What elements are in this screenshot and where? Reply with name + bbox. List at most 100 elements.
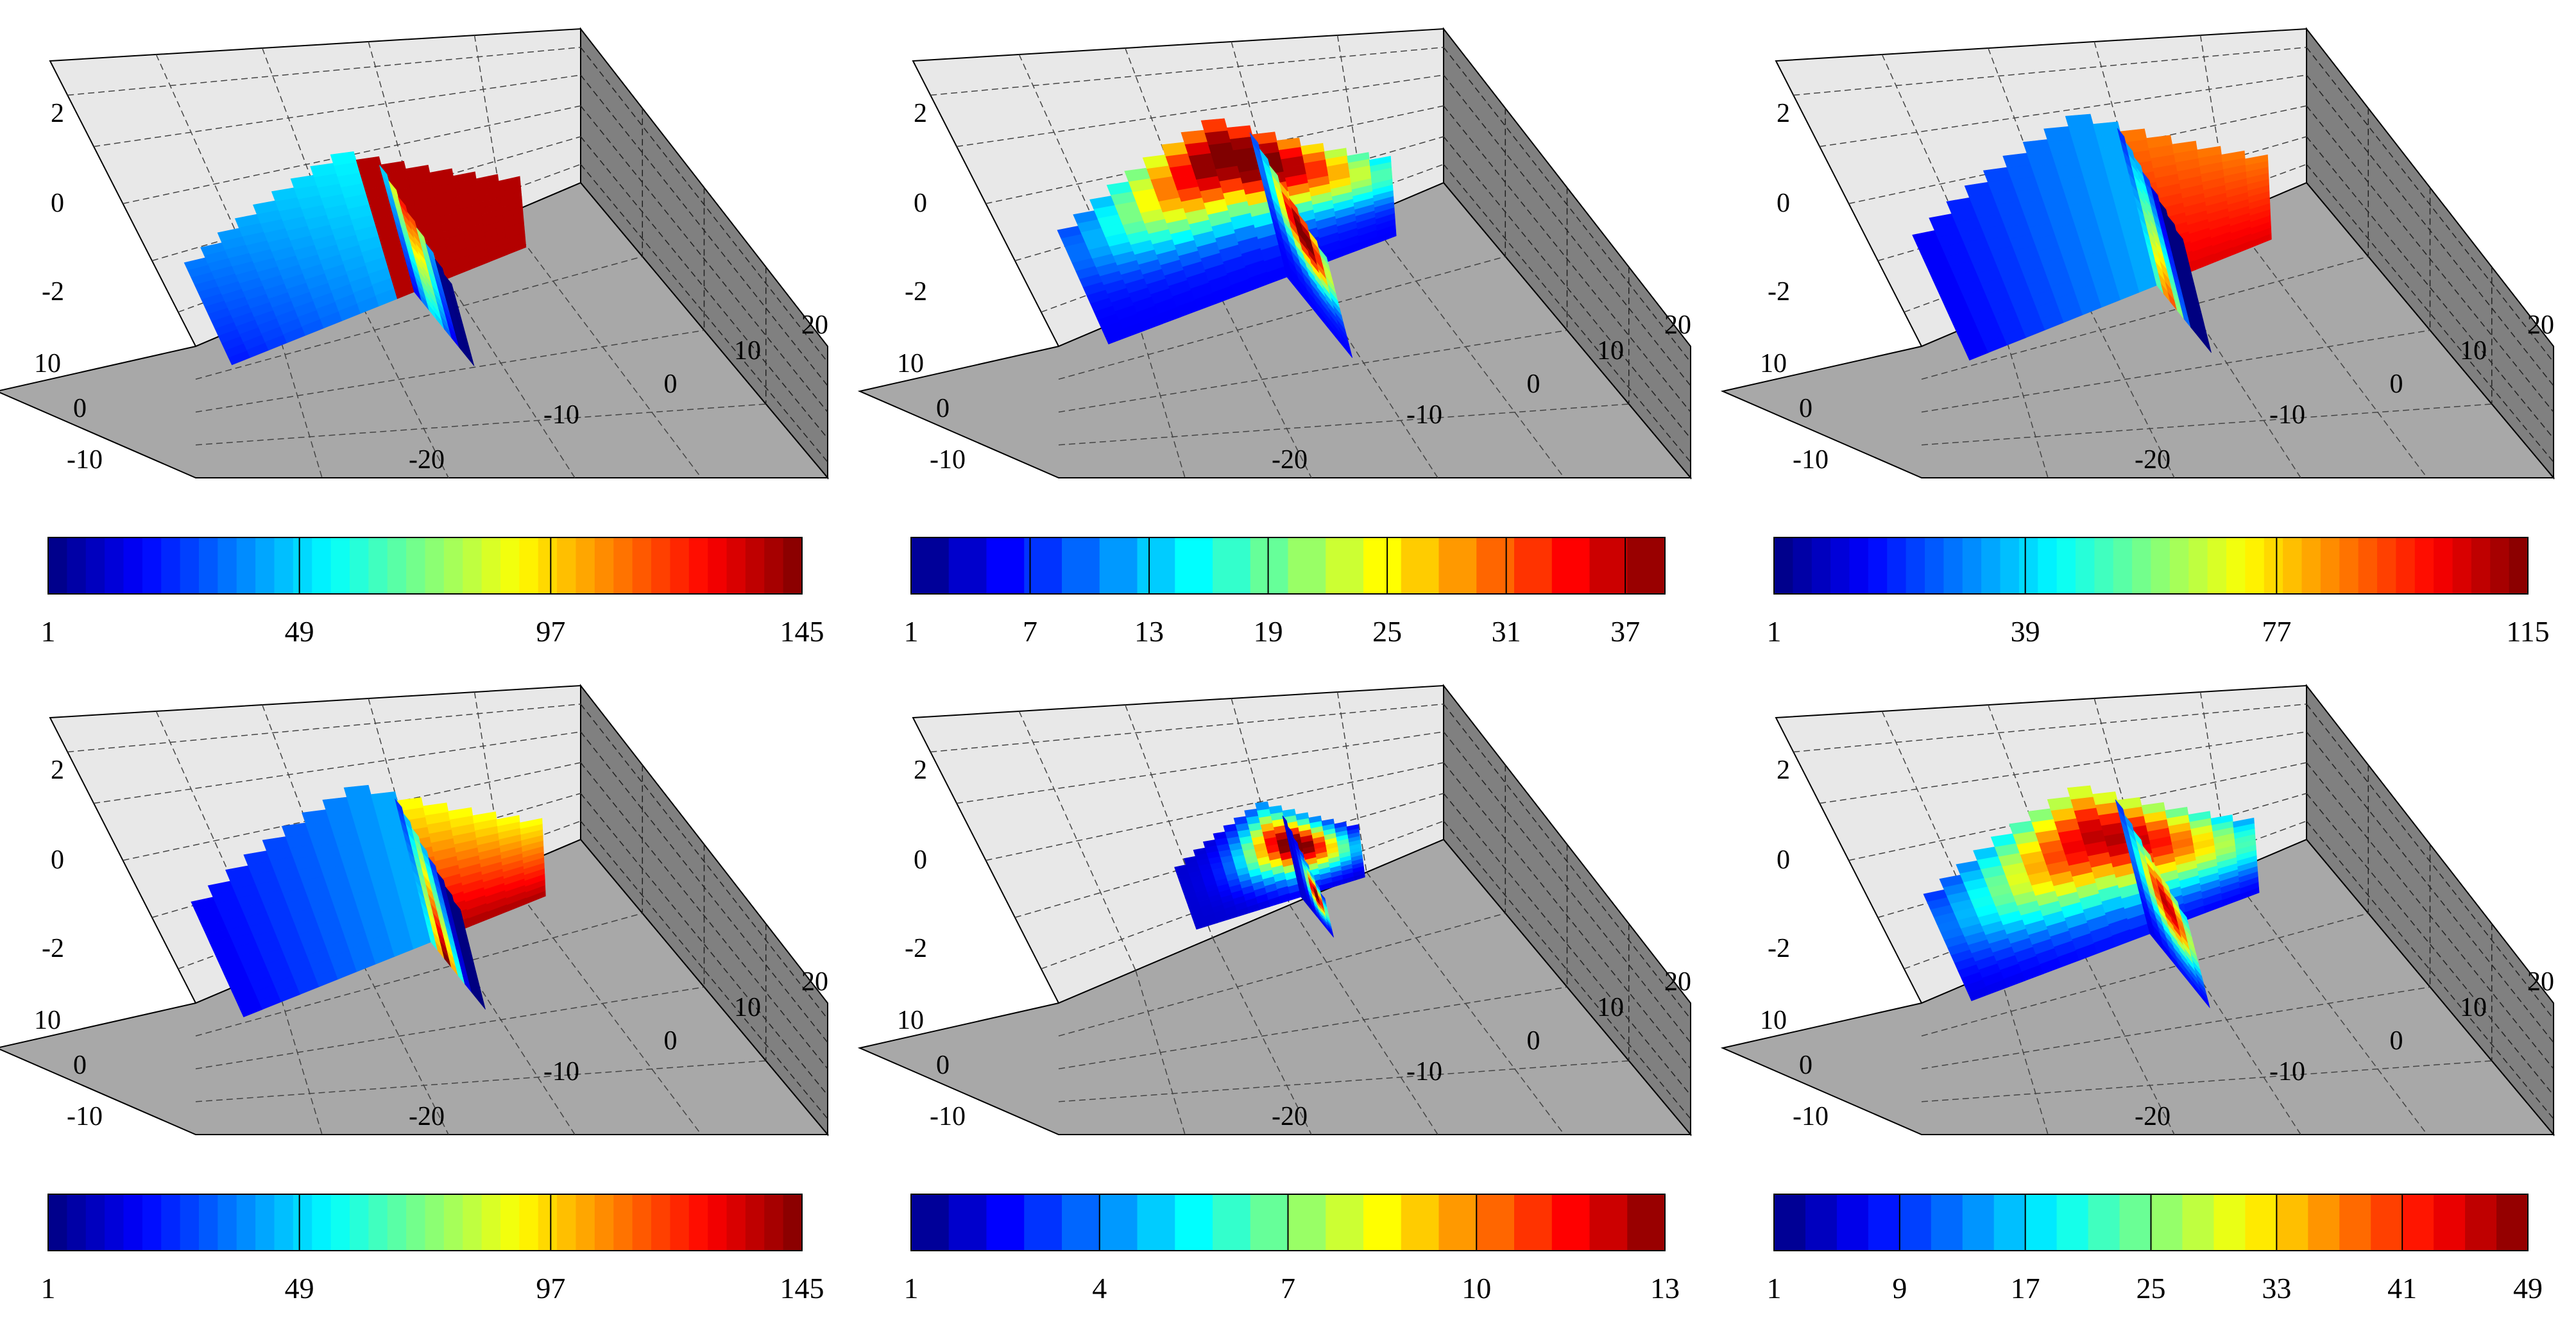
colorbar-tick-label: 9 [1892, 1272, 1907, 1305]
colorbar-swatch [783, 537, 803, 594]
colorbar-swatch [1326, 537, 1364, 594]
colorbar-swatch [948, 1194, 987, 1251]
y-tick-label: -10 [930, 445, 966, 475]
floor-grid-line [349, 937, 449, 1135]
slice-cell [2167, 215, 2177, 233]
floor-grid-line [1921, 1060, 2492, 1103]
colorbar-swatch [2025, 1194, 2058, 1251]
colorbar-tick-label: 25 [1372, 615, 1402, 648]
colorbar-swatch [218, 537, 237, 594]
colorbar-swatch [180, 537, 200, 594]
colorbar-swatch [764, 537, 784, 594]
colorbar-swatch [538, 1194, 558, 1251]
colorbar-swatch [745, 1194, 765, 1251]
slice-cell [1282, 815, 1288, 827]
slice-cell [436, 872, 446, 889]
side-grid-line [2306, 105, 2554, 412]
slice-cell [2067, 785, 2094, 800]
floor-grid-line [1921, 913, 2369, 1036]
z-tick-label: 2 [51, 756, 64, 785]
colorbar-swatch [519, 537, 539, 594]
side-grid-line [2306, 47, 2554, 363]
colorbar-swatch [1137, 537, 1175, 594]
slice-cell [1320, 893, 1326, 902]
slice-cell [2093, 121, 2121, 137]
colorbar-swatch [1024, 1194, 1062, 1251]
slice-cell [1282, 809, 1297, 818]
side-grid-line [1443, 105, 1691, 412]
colorbar-tick-label: 39 [2011, 615, 2040, 648]
z-tick-label: 2 [914, 756, 927, 785]
slice-cell [1259, 149, 1271, 169]
colorbar-swatch [1906, 537, 1925, 594]
colorbar-swatch [312, 1194, 332, 1251]
slice-cell [1288, 198, 1300, 217]
slice-cell [379, 165, 390, 184]
slice-cell [1204, 130, 1231, 146]
colorbar-tick-label: 97 [536, 615, 565, 648]
floor-grid-line [195, 1060, 766, 1103]
colorbar: 1 7 13 19 25 31 37 [904, 537, 1666, 648]
colorbar-swatch [1099, 1194, 1138, 1251]
colorbar-swatch [2339, 1194, 2371, 1251]
slice-cell [1304, 859, 1310, 870]
slice-cell [425, 243, 436, 260]
colorbar-swatch [368, 537, 388, 594]
colorbar-swatch [368, 1194, 388, 1251]
z-tick-label: -2 [1768, 277, 1790, 307]
colorbar-tick-label: 1 [1767, 615, 1782, 648]
colorbar-swatch [2113, 537, 2133, 594]
slice-cell [1318, 247, 1329, 265]
slice-cell [1181, 130, 1208, 145]
colorbar-swatch [1476, 537, 1515, 594]
z-tick-label: -2 [42, 277, 64, 307]
colorbar-swatch [911, 537, 950, 594]
x-tick-label: 10 [1597, 993, 1624, 1022]
colorbar-swatch [236, 1194, 256, 1251]
slice-cell [407, 212, 417, 230]
colorbar-swatch [688, 537, 708, 594]
x-tick-label: 20 [801, 967, 828, 997]
colorbar-swatch [1326, 1194, 1364, 1251]
z-tick-label: 2 [914, 99, 927, 128]
slice-cell [2159, 201, 2169, 219]
colorbar-swatch [1551, 1194, 1590, 1251]
z-tick-label: -2 [905, 277, 927, 307]
colorbar-swatch [463, 1194, 482, 1251]
colorbar-swatch [406, 1194, 425, 1251]
colorbar-swatch [1062, 537, 1100, 594]
colorbar-swatch [443, 1194, 463, 1251]
colorbar-tick-label: 1 [41, 1272, 56, 1305]
z-tick-label: 0 [914, 845, 927, 875]
colorbar-tick-label: 31 [1492, 615, 1521, 648]
z-tick-label: 0 [51, 845, 64, 875]
colorbar-swatch [2119, 1194, 2151, 1251]
x-tick-label: -10 [2269, 400, 2305, 430]
colorbar-swatch [1962, 1194, 1995, 1251]
back-grid-line [1848, 105, 2307, 205]
colorbar-swatch [632, 1194, 652, 1251]
side-grid-line [2306, 704, 2554, 1020]
slice-cell [472, 811, 497, 824]
slice-cell [2176, 230, 2185, 248]
x-tick-label: 0 [1527, 1026, 1540, 1056]
slice-cell [1309, 871, 1315, 880]
floor-grid-line [349, 280, 449, 478]
colorbar-swatch [594, 1194, 614, 1251]
z-tick-label: -2 [42, 934, 64, 963]
side-grid-line [1443, 793, 1691, 1095]
colorbar-swatch [2245, 537, 2265, 594]
colorbar-swatch [2076, 537, 2095, 594]
colorbar-swatch [500, 1194, 520, 1251]
z-tick-label: 0 [51, 189, 64, 218]
colorbar-swatch [2056, 1194, 2089, 1251]
floor-grid-line [2075, 937, 2175, 1135]
x-tick-label: 10 [2460, 336, 2487, 366]
colorbar-swatch [218, 1194, 237, 1251]
colorbar-swatch [764, 1194, 784, 1251]
z-tick-label: 0 [914, 189, 927, 218]
colorbar-tick-label: 7 [1023, 615, 1037, 648]
side-grid-line [580, 47, 828, 363]
